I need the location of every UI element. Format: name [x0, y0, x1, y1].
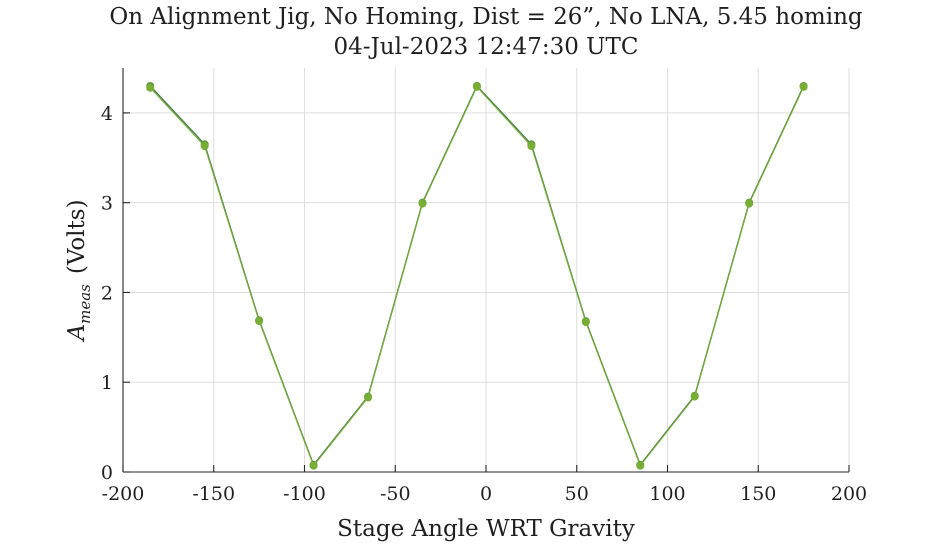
chart-subtitle: 04-Jul-2023 12:47:30 UTC [334, 34, 639, 60]
data-point [690, 392, 699, 401]
data-series [146, 81, 808, 470]
data-point [636, 461, 645, 470]
data-point [472, 82, 481, 91]
y-axis-label-subscript: meas [76, 284, 94, 324]
data-point [418, 199, 427, 208]
x-tick-label: 0 [480, 483, 492, 505]
y-axis-label: Ameas (Volts) [64, 199, 94, 342]
axes [122, 68, 850, 473]
tick-labels: -200 -150 -100 -50 0 50 100 150 200 0 1 2 3 4 [101, 103, 867, 505]
x-axis-label: Stage Angle WRT Gravity [337, 516, 635, 542]
x-tick-label: -50 [380, 483, 411, 505]
y-tick-label: 4 [101, 103, 113, 125]
y-tick-label: 3 [101, 193, 113, 215]
data-point [309, 461, 318, 470]
x-tick-label: 100 [649, 483, 685, 505]
y-axis-label-unit: (Volts) [64, 199, 90, 274]
y-axis-label-symbol: A [64, 324, 90, 343]
x-tick-label: -100 [283, 483, 326, 505]
series-line [149, 85, 805, 466]
x-tick-label: 200 [831, 483, 867, 505]
grid-lines [122, 68, 850, 473]
y-tick-label: 2 [101, 282, 113, 304]
series-line [149, 86, 805, 467]
data-point [146, 83, 155, 92]
data-point [745, 199, 754, 208]
y-tick-label: 1 [101, 372, 113, 394]
data-point [364, 393, 373, 402]
chart-title: On Alignment Jig, No Homing, Dist = 26”,… [109, 4, 863, 30]
x-tick-label: 150 [740, 483, 776, 505]
data-point [527, 142, 536, 151]
data-point [799, 82, 808, 91]
x-tick-label: -200 [102, 483, 145, 505]
x-tick-label: -150 [192, 483, 235, 505]
data-point [581, 318, 590, 327]
x-tick-label: 50 [565, 483, 589, 505]
data-point [200, 142, 209, 151]
data-point [255, 317, 264, 326]
y-tick-label: 0 [101, 462, 113, 484]
